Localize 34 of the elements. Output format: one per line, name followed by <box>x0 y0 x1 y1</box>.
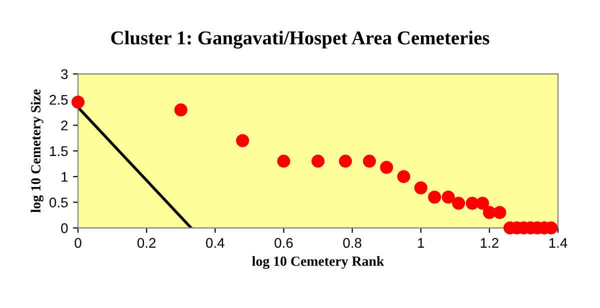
point <box>414 181 428 194</box>
y-tick-label: 2.5 <box>50 94 68 105</box>
point <box>380 160 394 174</box>
y-tick-label: 0.5 <box>50 198 68 208</box>
point <box>236 134 250 148</box>
point <box>174 103 188 116</box>
x-tick-label: 1 <box>418 238 424 248</box>
x-tick-label: 0 <box>74 238 82 248</box>
point <box>442 190 455 204</box>
point <box>482 206 496 220</box>
y-tick-label: 1 <box>62 172 68 182</box>
y-axis-title: log 10 Cemetery Size <box>30 89 44 213</box>
x-axis-title: log 10 Cemetery Rank <box>252 256 384 269</box>
point <box>493 206 506 220</box>
x-tick-label: 0.4 <box>206 238 224 248</box>
point <box>71 96 85 109</box>
x-tick-label: 0.6 <box>274 238 293 248</box>
point <box>338 154 352 168</box>
y-tick-label: 0 <box>61 223 68 234</box>
y-tick-label: 1.5 <box>50 146 68 156</box>
point <box>277 154 290 168</box>
y-tick-label: 2 <box>61 120 68 130</box>
point <box>428 190 442 204</box>
chart-title: Cluster 1: Gangavati/Hospet Area Cemeteries <box>111 30 490 49</box>
point <box>397 170 410 184</box>
x-tick-label: 1.2 <box>480 238 498 248</box>
point <box>476 196 490 210</box>
point <box>362 154 376 168</box>
x-tick-label: 1.4 <box>549 238 568 248</box>
y-tick-label: 3 <box>61 69 68 80</box>
point <box>452 196 466 210</box>
x-tick-label: 0.2 <box>137 238 156 248</box>
x-tick-label: 0.8 <box>343 238 362 248</box>
point <box>311 154 325 168</box>
